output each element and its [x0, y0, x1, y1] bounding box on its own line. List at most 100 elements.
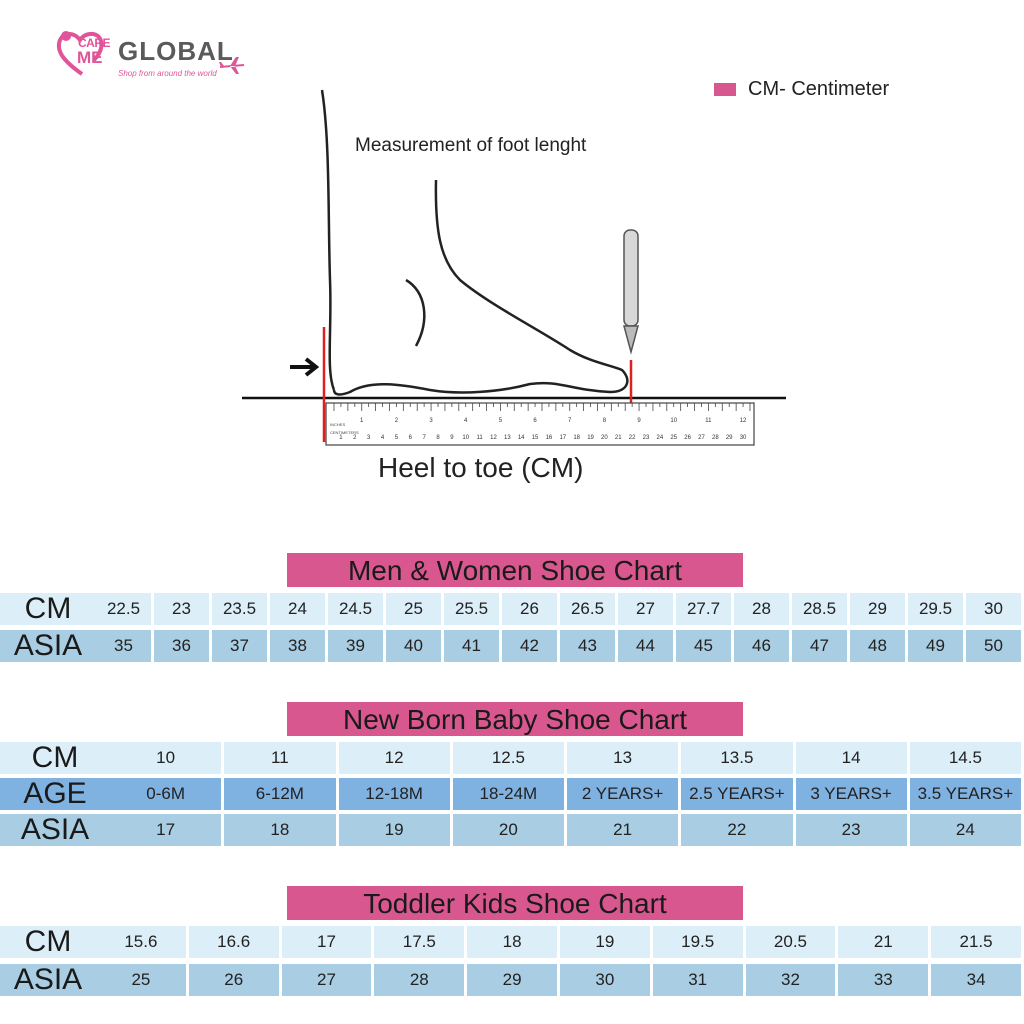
cm-cell: 20.5	[745, 926, 836, 958]
asia-cell: 41	[444, 630, 499, 662]
ruler-cm-label: 17	[559, 435, 566, 441]
ruler-cm-label: 8	[436, 435, 440, 441]
asia-cell: 43	[560, 630, 615, 662]
ruler-inch-label: 6	[533, 418, 537, 424]
ruler-cm-label: 19	[587, 435, 594, 441]
cm-cell: 27.7	[676, 593, 731, 625]
age-cell: 3 YEARS+	[795, 778, 907, 810]
asia-cell: 20	[452, 814, 564, 846]
cm-row-label: CM	[0, 925, 96, 958]
ruler-inch-label: 7	[568, 418, 572, 424]
baby-chart-title: New Born Baby Shoe Chart	[287, 702, 743, 736]
ruler-cm-label: 7	[422, 435, 426, 441]
cm-cell: 12.5	[452, 742, 564, 774]
asia-cell: 25	[96, 964, 186, 996]
cm-cell: 29	[850, 593, 905, 625]
asia-cell: 44	[618, 630, 673, 662]
diagram-top-caption: Measurement of foot lenght	[355, 135, 587, 156]
asia-cell: 28	[374, 964, 465, 996]
ruler-inch-label: 11	[705, 418, 712, 424]
ruler-cm-label: 5	[395, 435, 399, 441]
ruler-cm-label: 24	[657, 435, 664, 441]
age-cell: 6-12M	[224, 778, 336, 810]
cm-cell: 21.5	[931, 926, 1021, 958]
asia-cell: 49	[908, 630, 963, 662]
age-cell: 2 YEARS+	[567, 778, 679, 810]
age-cell: 18-24M	[452, 778, 564, 810]
ruler-cm-label: 21	[615, 435, 622, 441]
cm-cell: 26.5	[560, 593, 615, 625]
asia-cell: 24	[909, 814, 1021, 846]
asia-cell: 29	[467, 964, 557, 996]
asia-cell: 39	[328, 630, 383, 662]
age-cell: 12-18M	[338, 778, 450, 810]
asia-cell: 21	[567, 814, 679, 846]
ruler-inch-label: 4	[464, 418, 468, 424]
toddler-asia-row: ASIA 25 26 27 28 29 30 31 32 33 34	[0, 963, 1024, 996]
baby-age-row: AGE 0-6M 6-12M 12-18M 18-24M 2 YEARS+ 2.5 YEA…	[0, 777, 1024, 810]
ruler-cm-label: 12	[490, 435, 497, 441]
asia-cell: 50	[966, 630, 1021, 662]
cm-cell: 19	[559, 926, 650, 958]
asia-cell: 22	[681, 814, 793, 846]
ruler-cm-label: 27	[698, 435, 705, 441]
ruler-cm-label: 23	[643, 435, 650, 441]
toddler-cm-cells: 15.6 16.6 17 17.5 18 19 19.5 20.5 21 21.5	[96, 926, 1024, 958]
cm-cell: 10	[110, 742, 222, 774]
airplane-icon	[219, 57, 244, 74]
foot-top-outline	[332, 179, 629, 396]
asia-cell: 35	[96, 630, 151, 662]
asia-cell: 32	[745, 964, 836, 996]
ankle-outline	[405, 278, 426, 347]
ruler-cm-label: 9	[450, 435, 454, 441]
age-cell: 3.5 YEARS+	[909, 778, 1021, 810]
pencil-icon	[623, 229, 639, 355]
cm-cell: 24.5	[328, 593, 383, 625]
cm-cell: 11	[224, 742, 336, 774]
ruler-cm-label: 11	[476, 435, 483, 441]
ruler-cm-label: 28	[712, 435, 719, 441]
cm-row-label: CM	[0, 592, 96, 625]
ruler-cm-label: 1	[339, 435, 343, 441]
age-cell: 2.5 YEARS+	[681, 778, 793, 810]
cm-cell: 27	[618, 593, 673, 625]
ruler-cm-label: 18	[573, 435, 580, 441]
ruler-cm-label: 14	[518, 435, 525, 441]
logo-tagline: Shop from around the world	[118, 69, 217, 78]
asia-cell: 37	[212, 630, 267, 662]
toddler-chart-title: Toddler Kids Shoe Chart	[287, 886, 743, 920]
asia-cell: 17	[110, 814, 222, 846]
cm-cell: 28.5	[792, 593, 847, 625]
ruler-cm-label: 16	[546, 435, 553, 441]
ruler-cm-label: 29	[726, 435, 733, 441]
cm-cell: 25.5	[444, 593, 499, 625]
cm-cell: 26	[502, 593, 557, 625]
ruler-inch-label: 3	[429, 418, 433, 424]
arrow-icon	[290, 357, 320, 377]
ruler-cm-label: 4	[381, 435, 385, 441]
cm-cell: 21	[838, 926, 929, 958]
cm-cell: 23.5	[212, 593, 267, 625]
ruler-cm-label: 26	[684, 435, 691, 441]
ruler-inch-label: 10	[670, 418, 677, 424]
asia-cell: 38	[270, 630, 325, 662]
ruler-cm-label: CENTIMETERS	[330, 430, 359, 435]
ruler-cm-label: 10	[462, 435, 469, 441]
ruler-cm-label: 22	[629, 435, 636, 441]
asia-cell: 30	[559, 964, 650, 996]
cm-cell: 29.5	[908, 593, 963, 625]
cm-cell: 12	[338, 742, 450, 774]
asia-cell: 46	[734, 630, 789, 662]
baby-cm-cells: 10 11 12 12.5 13 13.5 14 14.5	[110, 742, 1024, 774]
asia-cell: 42	[502, 630, 557, 662]
asia-row-label: ASIA	[0, 963, 96, 996]
ruler-inch-label: 12	[740, 418, 747, 424]
cm-cell: 25	[386, 593, 441, 625]
age-row-label: AGE	[0, 777, 110, 810]
ruler-cm-label: 30	[740, 435, 747, 441]
cm-cell: 22.5	[96, 593, 151, 625]
men-women-cm-cells: 22.5 23 23.5 24 24.5 25 25.5 26 26.5 27 27.7 28 28.5…	[96, 593, 1024, 625]
cm-row-label: CM	[0, 741, 110, 774]
cm-cell: 14	[795, 742, 907, 774]
asia-cell: 23	[795, 814, 907, 846]
